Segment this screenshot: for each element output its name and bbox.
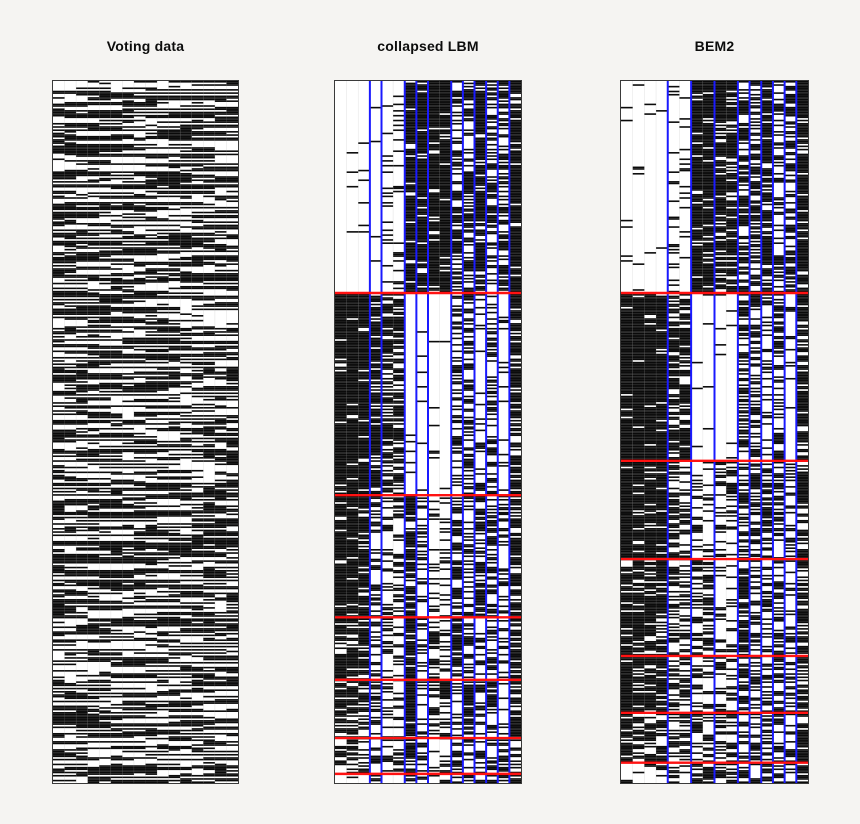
bem2-block-heatmap <box>620 80 809 784</box>
panel-title-collapsed-lbm: collapsed LBM <box>377 38 479 54</box>
panel-title-voting-data: Voting data <box>106 38 185 54</box>
voting-data-heatmap <box>52 80 239 784</box>
panel-title-bem2: BEM2 <box>694 38 735 54</box>
collapsed-lbm-block-heatmap <box>334 80 522 784</box>
